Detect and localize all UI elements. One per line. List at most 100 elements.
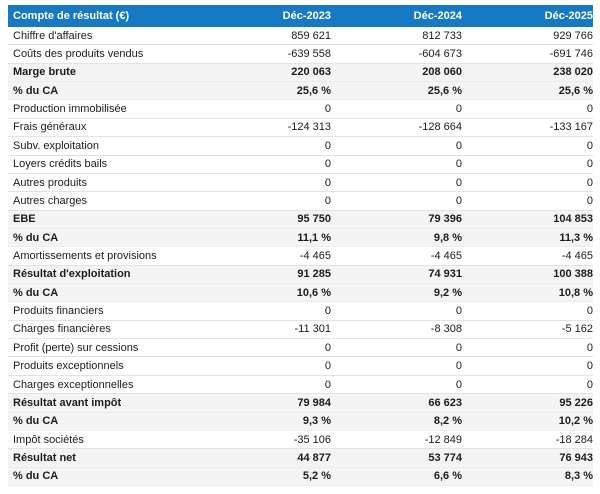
row-value: 6,6 % — [433, 470, 462, 483]
row-value: 0 — [455, 194, 462, 207]
row-value: 859 621 — [291, 29, 331, 42]
row-value: -4 465 — [430, 249, 462, 262]
row-value: -4 465 — [299, 249, 331, 262]
row-value: 8,2 % — [433, 415, 462, 428]
row-label: Résultat d'exploitation — [13, 268, 131, 281]
table-row: % du CA 10,6 % 9,2 % 10,8 % — [8, 284, 593, 303]
table-title: Compte de résultat (€) — [13, 10, 130, 22]
row-value: -639 558 — [287, 48, 331, 61]
row-value: -18 284 — [555, 433, 593, 446]
row-value: 25,6 % — [296, 84, 331, 97]
row-value: -133 167 — [549, 121, 593, 134]
row-value: 0 — [586, 103, 593, 116]
row-value: -604 673 — [418, 48, 462, 61]
table-row: Résultat d'exploitation 91 285 74 931 100 3… — [8, 265, 593, 285]
table-row: Amortissements et provisions -4 465 -4 465… — [8, 247, 593, 266]
row-value: 8,3 % — [564, 470, 593, 483]
row-value: -8 308 — [430, 323, 462, 336]
row-value: 25,6 % — [427, 84, 462, 97]
table-row: Frais généraux -124 313 -128 664 -133 167 — [8, 118, 593, 138]
table-row: Résultat net 44 877 53 774 76 943 — [8, 449, 593, 468]
row-label: Produits financiers — [13, 305, 104, 318]
row-label: % du CA — [13, 84, 59, 97]
table-row: Coûts des produits vendus -639 558 -604 67… — [8, 45, 593, 64]
row-value: -12 849 — [424, 433, 462, 446]
row-label: Coûts des produits vendus — [13, 48, 144, 61]
row-value: 5,2 % — [302, 470, 331, 483]
row-value: 95 226 — [559, 396, 593, 409]
table-row: Résultat avant impôt 79 984 66 623 95 226 — [8, 394, 593, 413]
row-label: Autres charges — [13, 194, 87, 207]
row-value: -4 465 — [561, 249, 593, 262]
row-value: -691 746 — [549, 48, 593, 61]
row-value: 0 — [586, 378, 593, 391]
row-value: 0 — [455, 158, 462, 171]
table-row: EBE 95 750 79 396 104 853 — [8, 210, 593, 229]
row-value: 76 943 — [559, 451, 593, 464]
table-row: Produits exceptionnels 0 0 0 — [8, 357, 593, 376]
row-value: 0 — [324, 194, 331, 207]
row-value: 0 — [586, 139, 593, 152]
row-label: Production immobilisée — [13, 103, 127, 116]
row-value: 0 — [324, 139, 331, 152]
income-statement-table: Compte de résultat (€) Déc-2023 Déc-2024… — [8, 5, 593, 486]
row-value: 53 774 — [428, 451, 462, 464]
row-value: 0 — [586, 305, 593, 318]
table-row: Profit (perte) sur cessions 0 0 0 — [8, 339, 593, 358]
row-label: % du CA — [13, 286, 59, 299]
row-label: EBE — [13, 213, 36, 226]
row-value: 0 — [455, 176, 462, 189]
row-value: -124 313 — [287, 121, 331, 134]
row-value: 0 — [324, 341, 331, 354]
row-value: 44 877 — [297, 451, 331, 464]
row-label: Charges exceptionnelles — [13, 378, 134, 391]
row-value: 0 — [586, 194, 593, 207]
row-value: 10,6 % — [296, 286, 331, 299]
row-value: 812 733 — [422, 29, 462, 42]
row-value: 220 063 — [291, 66, 331, 79]
table-row: Marge brute 220 063 208 060 238 020 — [8, 63, 593, 83]
table-row: Autres produits 0 0 0 — [8, 173, 593, 193]
table-row: Chiffre d'affaires 859 621 812 733 929 766 — [8, 27, 593, 46]
table-row: Charges financières -11 301 -8 308 -5 162 — [8, 320, 593, 340]
row-value: -11 301 — [294, 323, 332, 336]
row-label: Chiffre d'affaires — [13, 29, 93, 42]
row-label: Produits exceptionnels — [13, 360, 124, 373]
row-value: 0 — [586, 158, 593, 171]
row-value: 0 — [455, 139, 462, 152]
row-value: 208 060 — [422, 66, 462, 79]
row-label: Frais généraux — [13, 121, 87, 134]
row-label: Résultat avant impôt — [13, 396, 122, 409]
row-value: 10,8 % — [558, 286, 593, 299]
row-label: Autres produits — [13, 176, 87, 189]
row-value: 95 750 — [297, 213, 331, 226]
table-row: Autres charges 0 0 0 — [8, 192, 593, 211]
row-label: Amortissements et provisions — [13, 249, 157, 262]
row-value: 0 — [455, 103, 462, 116]
row-value: 238 020 — [553, 66, 593, 79]
column-header-dec-2025: Déc-2025 — [544, 10, 593, 22]
table-row: % du CA 11,1 % 9,8 % 11,3 % — [8, 228, 593, 248]
row-value: 0 — [324, 378, 331, 391]
row-value: 9,8 % — [433, 231, 462, 244]
table-row: Charges exceptionnelles 0 0 0 — [8, 375, 593, 395]
row-value: 9,3 % — [302, 415, 331, 428]
row-label: Charges financières — [13, 323, 111, 336]
row-value: 0 — [455, 378, 462, 391]
row-label: Impôt sociétés — [13, 433, 84, 446]
row-label: Résultat net — [13, 451, 76, 464]
column-header-dec-2024: Déc-2024 — [413, 10, 462, 22]
row-value: 79 396 — [428, 213, 462, 226]
row-value: 0 — [455, 360, 462, 373]
row-value: 66 623 — [428, 396, 462, 409]
row-label: % du CA — [13, 415, 59, 428]
row-value: -128 664 — [418, 121, 462, 134]
row-value: 0 — [455, 305, 462, 318]
column-header-dec-2023: Déc-2023 — [282, 10, 331, 22]
row-label: Subv. exploitation — [13, 139, 100, 152]
row-value: 25,6 % — [558, 84, 593, 97]
table-row: Produits financiers 0 0 0 — [8, 302, 593, 321]
table-row: % du CA 25,6 % 25,6 % 25,6 % — [8, 82, 593, 101]
row-value: 91 285 — [297, 268, 331, 281]
